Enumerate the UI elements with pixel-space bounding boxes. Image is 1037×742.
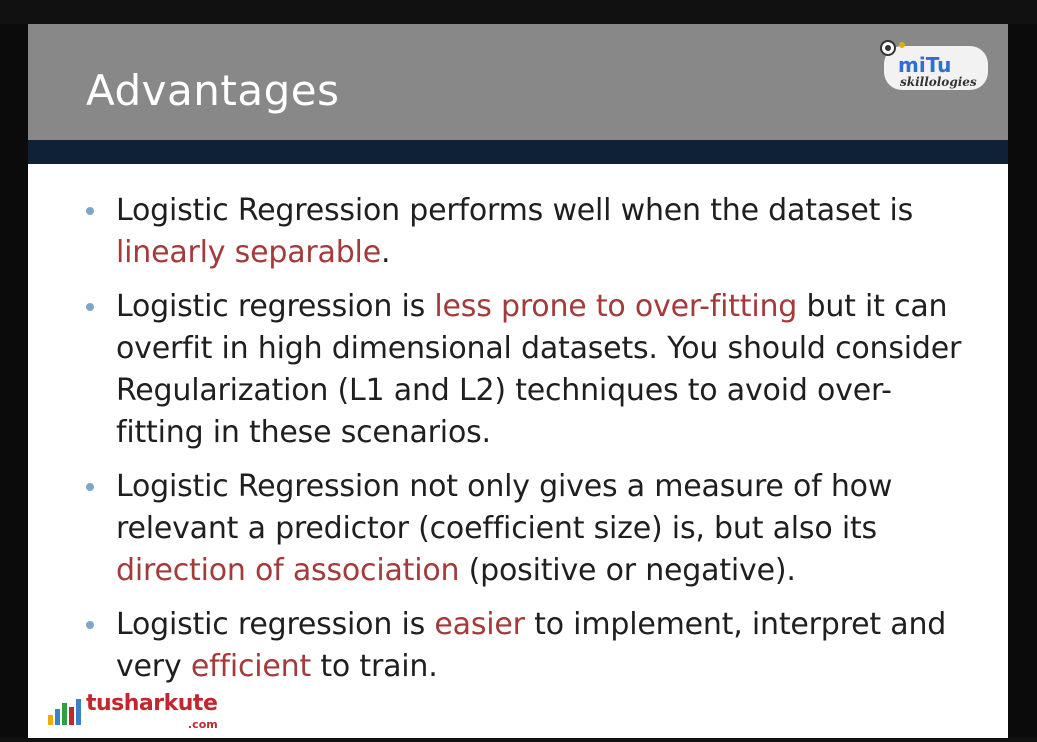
bullet-text: to implement, interpret and very: [116, 607, 947, 684]
footer-logo: tusharkute .com: [48, 691, 218, 735]
bullet-list: Logistic Regression performs well when t…: [86, 190, 976, 700]
bullet-text: Logistic Regression performs well when t…: [116, 193, 914, 228]
bullet-text: .: [380, 235, 391, 270]
bullet-item: Logistic Regression not only gives a mea…: [86, 466, 976, 592]
brand-logo-name: miTu: [898, 53, 951, 77]
bullet-dot-icon: [86, 207, 94, 215]
bullet-highlight: efficient: [190, 649, 312, 684]
bullet-text: Logistic regression is: [116, 289, 435, 324]
header-stripe: [28, 140, 1008, 164]
bullet-highlight: linearly separable: [116, 235, 381, 270]
bullet-item: Logistic regression is easier to impleme…: [86, 604, 976, 688]
slide-title: Advantages: [86, 66, 340, 115]
slide-header: Advantages miTu skillologies: [28, 24, 1008, 140]
bullet-highlight: less prone to over-fitting: [434, 289, 798, 324]
bullet-text: Logistic Regression not only gives a mea…: [116, 469, 893, 546]
presentation-slide: Advantages miTu skillologies Logistic Re…: [28, 24, 1008, 738]
bullet-text: to train.: [311, 649, 438, 684]
bullet-item: Logistic regression is less prone to ove…: [86, 286, 976, 454]
bullet-dot-icon: [86, 621, 94, 629]
bullet-text: (positive or negative).: [459, 553, 796, 588]
bullet-dot-icon: [86, 483, 94, 491]
bullet-dot-icon: [86, 303, 94, 311]
bullet-item: Logistic Regression performs well when t…: [86, 190, 976, 274]
mitu-logo-icon: miTu skillologies: [880, 40, 988, 90]
brand-logo-tagline: skillologies: [900, 75, 977, 89]
top-black-bar: [0, 0, 1037, 24]
bottom-black-edge: [0, 738, 1037, 742]
footer-brand-sub: .com: [188, 718, 218, 731]
bullet-highlight: easier: [434, 607, 525, 642]
bullet-text: but it can overfit in high dimensional d…: [116, 289, 962, 450]
bullet-highlight: direction of association: [116, 553, 460, 588]
bar-chart-icon: [48, 699, 81, 725]
bullet-text: Logistic regression is: [116, 607, 435, 642]
footer-brand-text: tusharkute: [86, 691, 218, 716]
